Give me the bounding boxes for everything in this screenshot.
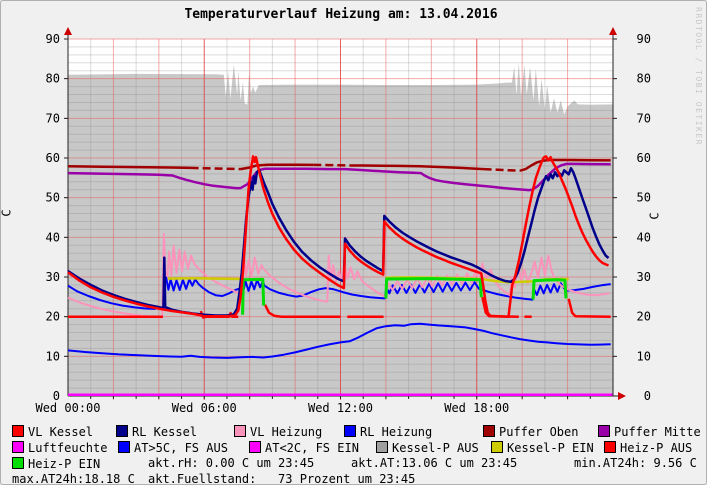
legend-label: max.AT24h:18.18 C xyxy=(12,472,135,485)
legend-label: Kessel-P EIN xyxy=(507,441,594,455)
legend-vl-kessel: VL Kessel xyxy=(12,425,94,439)
legend-stat-akt-rh-0-00-c-um-23-45: akt.rH: 0.00 C um 23:45 xyxy=(148,457,314,469)
legend-stat-akt-fuellstand-73-prozent-um-23-45: akt.Fuellstand: 73 Prozent um 23:45 xyxy=(148,472,416,485)
legend-label: akt.Fuellstand: 73 Prozent um 23:45 xyxy=(148,472,416,485)
legend-kessel-p-aus: Kessel-P AUS xyxy=(376,441,479,455)
legend-label: Heiz-P EIN xyxy=(28,457,101,471)
y-tick-label-right: 20 xyxy=(637,310,651,324)
legend-puffer-mitte: Puffer Mitte xyxy=(598,425,701,439)
y-tick-label-right: 40 xyxy=(637,230,651,244)
legend-label: Puffer Mitte xyxy=(614,425,701,439)
y-tick-label-right: 80 xyxy=(637,72,651,86)
y-tick-label-right: 10 xyxy=(637,349,651,363)
legend-swatch-at-5c-fs-aus xyxy=(118,441,130,453)
legend-label: Heiz-P AUS xyxy=(620,441,693,455)
series-vl-kessel xyxy=(67,155,609,318)
series-heiz-p-ein xyxy=(531,278,568,300)
legend-label: VL Kessel xyxy=(28,425,94,439)
legend-luftfeuchte: Luftfeuchte xyxy=(12,441,108,455)
legend-stat-min-at24h-9-56-c: min.AT24h: 9.56 C xyxy=(574,457,697,469)
y-tick-label-right: 90 xyxy=(637,32,651,46)
legend-swatch-heiz-p-ein xyxy=(12,457,24,469)
legend-swatch-heiz-p-aus xyxy=(604,441,616,453)
y-tick-label-right: 30 xyxy=(637,270,651,284)
legend-rl-kessel: RL Kessel xyxy=(116,425,198,439)
legend-swatch-puffer-oben xyxy=(483,425,495,437)
y-tick-label-right: 70 xyxy=(637,111,651,125)
series-heiz-p-ein xyxy=(384,277,483,299)
legend-label: Kessel-P AUS xyxy=(392,441,479,455)
legend-heiz-p-ein: Heiz-P EIN xyxy=(12,457,101,471)
legend-label: AT>5C, FS AUS xyxy=(134,441,228,455)
series-heiz-p-aus xyxy=(567,298,611,318)
legend-swatch-vl-kessel xyxy=(12,425,24,437)
legend-label: akt.AT:13.06 C um 23:45 xyxy=(351,456,518,470)
legend-label: Puffer Oben xyxy=(499,425,579,439)
y-tick-label-left: 60 xyxy=(46,151,60,165)
legend-heiz-p-aus: Heiz-P AUS xyxy=(604,441,693,455)
y-tick-label-left: 90 xyxy=(46,32,60,46)
x-tick-label: Wed 18:00 xyxy=(444,401,509,415)
y-tick-label-right: 0 xyxy=(644,389,651,403)
legend-at-5c-fs-aus: AT>5C, FS AUS xyxy=(118,441,228,455)
legend-swatch-kessel-p-ein xyxy=(491,441,503,453)
x-tick-label: Wed 06:00 xyxy=(172,401,237,415)
legend-rl-heizung: RL Heizung xyxy=(344,425,433,439)
legend-label: Luftfeuchte xyxy=(28,441,108,455)
legend-stat-max-at24h-18-18-c: max.AT24h:18.18 C xyxy=(12,472,135,485)
y-tick-label-left: 10 xyxy=(46,349,60,363)
series-puffer-oben xyxy=(67,165,191,170)
y-tick-label-left: 30 xyxy=(46,270,60,284)
y-tick-label-left: 70 xyxy=(46,111,60,125)
y-tick-label-right: 50 xyxy=(637,191,651,205)
y-tick-label-right: 60 xyxy=(637,151,651,165)
x-tick-label: Wed 00:00 xyxy=(35,401,100,415)
legend-vl-heizung: VL Heizung xyxy=(234,425,323,439)
legend-label: RL Kessel xyxy=(132,425,198,439)
legend-stat-akt-at-13-06-c-um-23-45: akt.AT:13.06 C um 23:45 xyxy=(351,457,517,469)
series-heiz-p-ein xyxy=(241,277,266,315)
series-kessel-p-ein xyxy=(167,276,243,281)
legend-label: VL Heizung xyxy=(250,425,323,439)
legend-label: min.AT24h: 9.56 C xyxy=(574,456,697,470)
x-tick-label: Wed 12:00 xyxy=(308,401,373,415)
legend-swatch-rl-kessel xyxy=(116,425,128,437)
legend-label: RL Heizung xyxy=(360,425,433,439)
series-puffer-oben xyxy=(190,166,241,171)
series-rl-heizung xyxy=(67,276,611,310)
legend-label: AT<2C, FS EIN xyxy=(265,441,359,455)
legend-at-2c-fs-ein: AT<2C, FS EIN xyxy=(249,441,359,455)
legend-swatch-rl-heizung xyxy=(344,425,356,437)
y-tick-label-left: 40 xyxy=(46,230,60,244)
series-puffer-oben xyxy=(483,167,520,172)
legend-label: akt.rH: 0.00 C um 23:45 xyxy=(148,456,315,470)
chart-title: Temperaturverlauf Heizung am: 13.04.2016 xyxy=(184,7,498,22)
y-tick-label-left: 50 xyxy=(46,191,60,205)
series-heiz-p-aus xyxy=(263,304,341,318)
y-tick-label-left: 80 xyxy=(46,72,60,86)
series-puffer-oben xyxy=(240,163,314,171)
legend-kessel-p-ein: Kessel-P EIN xyxy=(491,441,594,455)
axis-arrow-right xyxy=(618,392,626,400)
legend-swatch-at-2c-fs-ein xyxy=(249,441,261,453)
y-tick-label-left: 0 xyxy=(53,389,60,403)
axis-arrow-up-right xyxy=(609,27,617,35)
series-puffer-mitte xyxy=(67,162,611,192)
legend-swatch-luftfeuchte xyxy=(12,441,24,453)
legend-swatch-kessel-p-aus xyxy=(376,441,388,453)
rrdtool-watermark: RRDTOOL / TOBI OETIKER xyxy=(694,7,703,146)
legend-puffer-oben: Puffer Oben xyxy=(483,425,579,439)
series-puffer-oben xyxy=(313,163,350,167)
legend-swatch-vl-heizung xyxy=(234,425,246,437)
temperature-chart: 0 0 10 10 20 20 30 30 40 40 50 50 60 60 70 70 80 80 90 90 We… xyxy=(35,27,651,415)
y-tick-label-left: 20 xyxy=(46,310,60,324)
axis-arrow-up-left xyxy=(64,27,72,35)
series-at-5c-fs-aus xyxy=(67,322,611,359)
series-puffer-oben xyxy=(349,164,484,171)
legend-swatch-puffer-mitte xyxy=(598,425,610,437)
